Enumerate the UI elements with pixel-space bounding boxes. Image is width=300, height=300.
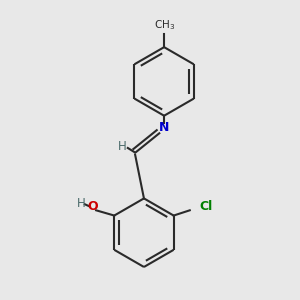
Text: N: N xyxy=(159,121,169,134)
Text: H: H xyxy=(77,197,85,210)
Text: CH$_3$: CH$_3$ xyxy=(154,18,175,32)
Text: H: H xyxy=(118,140,127,153)
Text: O: O xyxy=(88,200,98,213)
Text: Cl: Cl xyxy=(200,200,213,213)
